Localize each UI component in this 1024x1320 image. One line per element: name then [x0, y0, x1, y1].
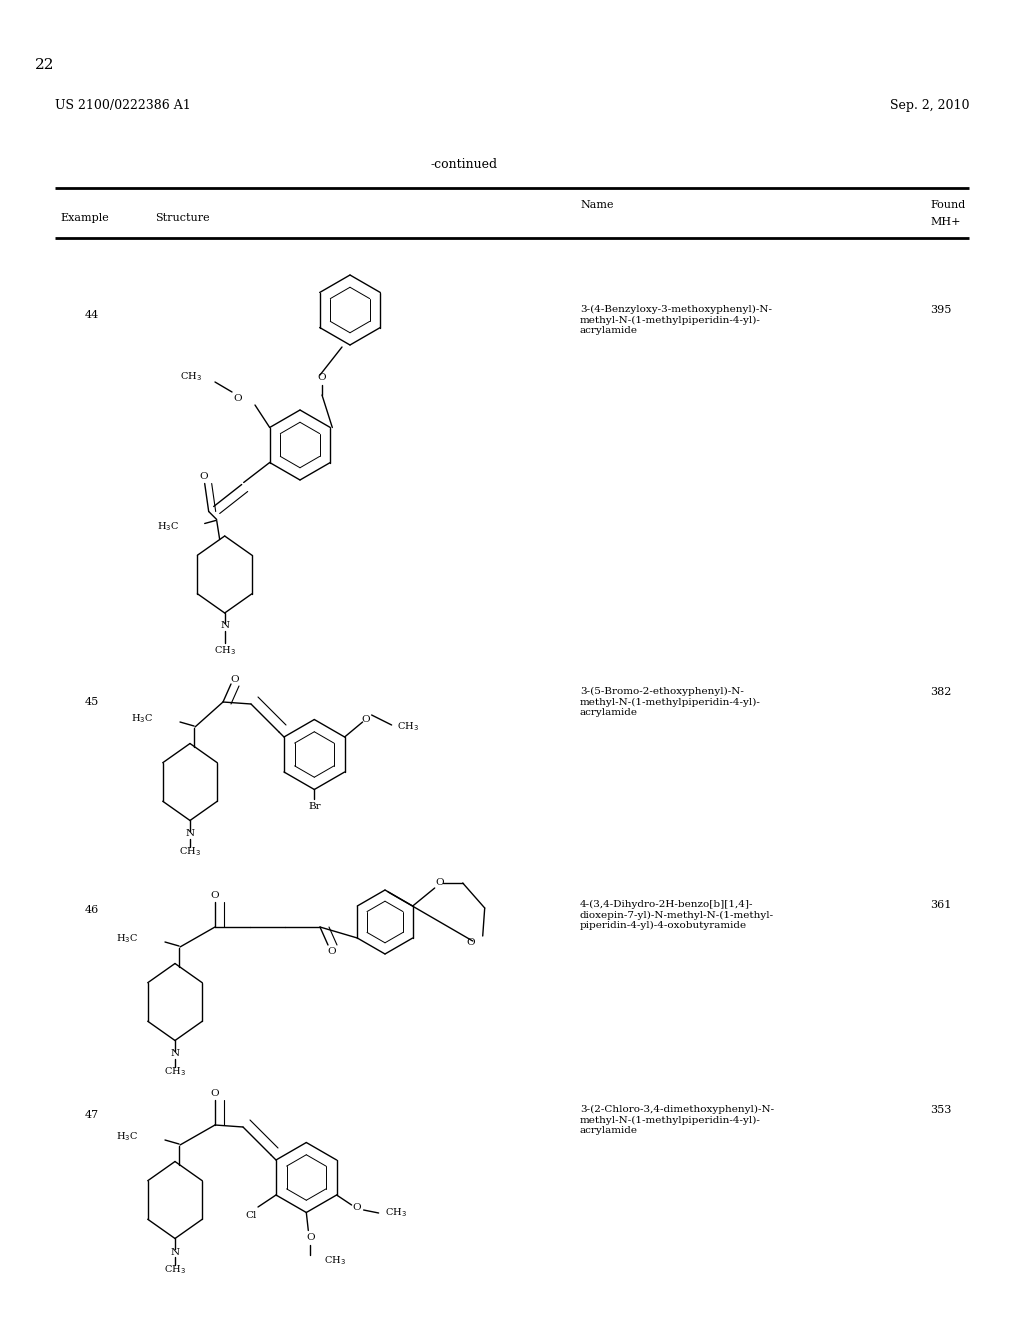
Text: O: O: [466, 939, 475, 948]
Text: CH$_3$: CH$_3$: [325, 1254, 346, 1267]
Text: 45: 45: [85, 697, 99, 708]
Text: 361: 361: [930, 900, 951, 909]
Text: CH$_3$: CH$_3$: [164, 1065, 186, 1078]
Text: Found: Found: [930, 201, 966, 210]
Text: Structure: Structure: [155, 213, 210, 223]
Text: -continued: -continued: [430, 158, 498, 172]
Text: N: N: [185, 829, 195, 838]
Text: O: O: [211, 891, 219, 899]
Text: CH$_3$: CH$_3$: [385, 1206, 407, 1220]
Text: O: O: [317, 374, 327, 383]
Text: 3-(4-Benzyloxy-3-methoxyphenyl)-N-
methyl-N-(1-methylpiperidin-4-yl)-
acrylamide: 3-(4-Benzyloxy-3-methoxyphenyl)-N- methy…: [580, 305, 772, 335]
Text: CH$_3$: CH$_3$: [179, 846, 201, 858]
Text: CH$_3$: CH$_3$: [180, 371, 202, 383]
Text: Br: Br: [308, 803, 321, 810]
Text: O: O: [361, 714, 370, 723]
Text: CH$_3$: CH$_3$: [164, 1263, 186, 1276]
Text: O: O: [211, 1089, 219, 1097]
Text: 4-(3,4-Dihydro-2H-benzo[b][1,4]-
dioxepin-7-yl)-N-methyl-N-(1-methyl-
piperidin-: 4-(3,4-Dihydro-2H-benzo[b][1,4]- dioxepi…: [580, 900, 774, 931]
Text: 44: 44: [85, 310, 99, 319]
Text: O: O: [306, 1233, 314, 1242]
Text: H$_3$C: H$_3$C: [116, 1131, 138, 1143]
Text: O: O: [352, 1203, 360, 1212]
Text: 3-(2-Chloro-3,4-dimethoxyphenyl)-N-
methyl-N-(1-methylpiperidin-4-yl)-
acrylamid: 3-(2-Chloro-3,4-dimethoxyphenyl)-N- meth…: [580, 1105, 774, 1135]
Text: H$_3$C: H$_3$C: [116, 933, 138, 945]
Text: CH$_3$: CH$_3$: [396, 721, 419, 734]
Text: O: O: [200, 473, 208, 480]
Text: 395: 395: [930, 305, 951, 315]
Text: Sep. 2, 2010: Sep. 2, 2010: [890, 99, 969, 111]
Text: US 2100/0222386 A1: US 2100/0222386 A1: [55, 99, 190, 111]
Text: 353: 353: [930, 1105, 951, 1115]
Text: Cl: Cl: [246, 1210, 257, 1220]
Text: 46: 46: [85, 906, 99, 915]
Text: 382: 382: [930, 686, 951, 697]
Text: N: N: [220, 620, 229, 630]
Text: O: O: [435, 879, 444, 887]
Text: 47: 47: [85, 1110, 99, 1119]
Text: H$_3$C: H$_3$C: [131, 713, 153, 726]
Text: O: O: [328, 948, 336, 957]
Text: N: N: [170, 1247, 179, 1257]
Text: 22: 22: [35, 58, 54, 73]
Text: MH+: MH+: [930, 216, 961, 227]
Text: Example: Example: [60, 213, 109, 223]
Text: O: O: [233, 393, 243, 403]
Text: O: O: [230, 676, 240, 685]
Text: CH$_3$: CH$_3$: [214, 644, 236, 657]
Text: N: N: [170, 1049, 179, 1059]
Text: 3-(5-Bromo-2-ethoxyphenyl)-N-
methyl-N-(1-methylpiperidin-4-yl)-
acrylamide: 3-(5-Bromo-2-ethoxyphenyl)-N- methyl-N-(…: [580, 686, 761, 717]
Text: Name: Name: [580, 201, 613, 210]
Text: H$_3$C: H$_3$C: [157, 520, 179, 533]
